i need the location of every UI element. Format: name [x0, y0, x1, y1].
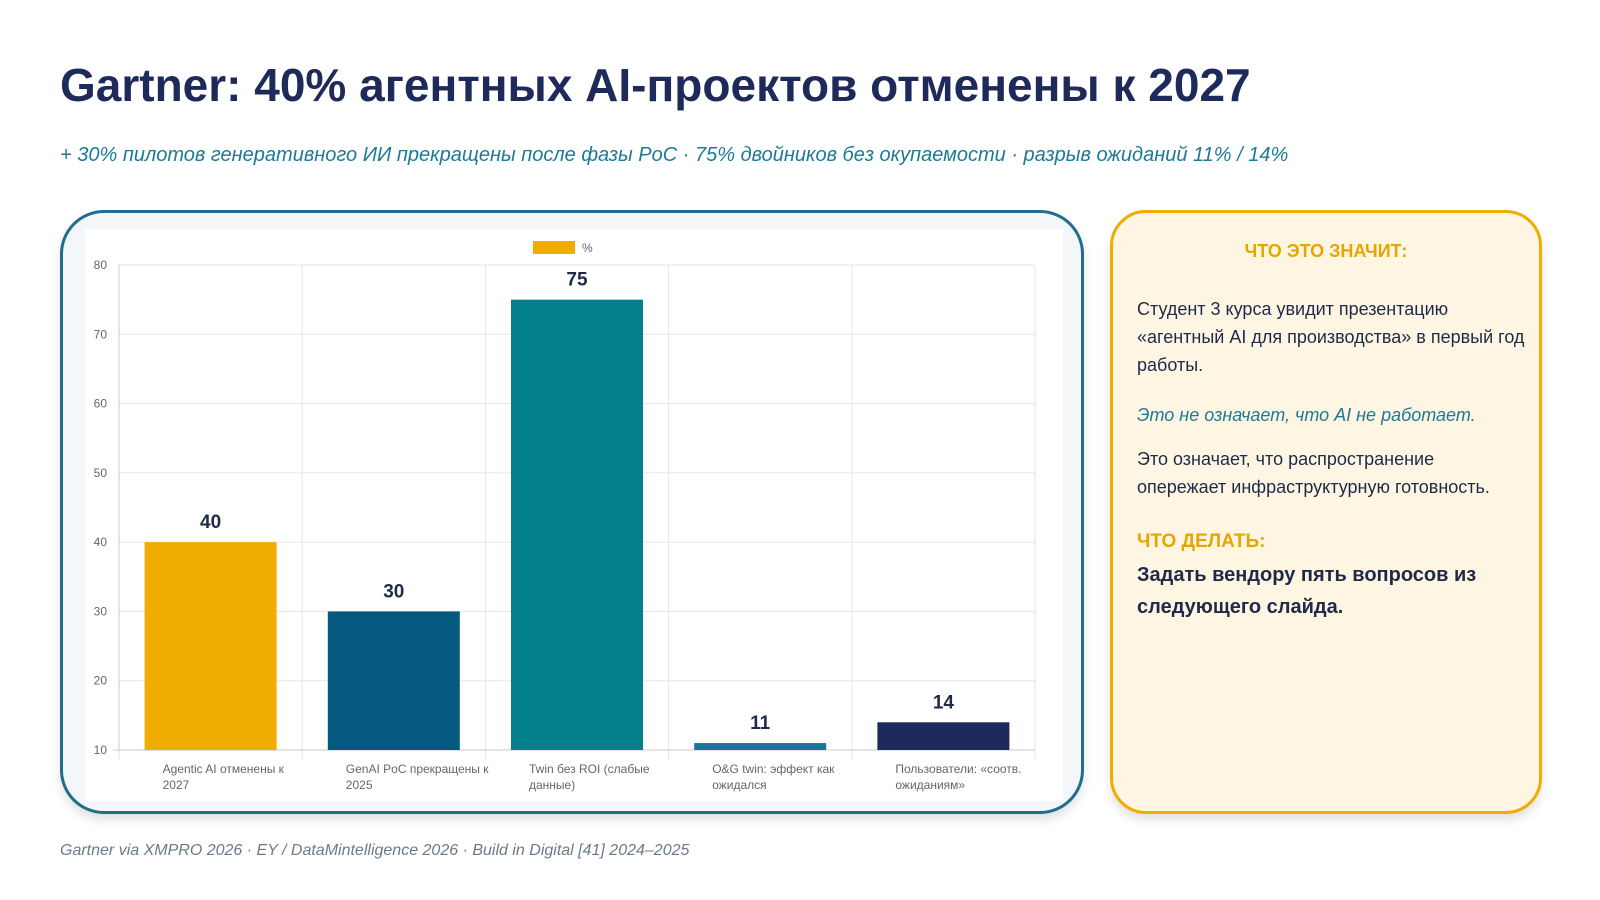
chart-card: 10 20 30 40 50 60 70 80% 40 Agentic AI отменены к…	[60, 210, 1084, 814]
y-tick-label: 40	[94, 535, 108, 549]
info-card: ЧТО ЭТО ЗНАЧИТ: Студент 3 курса увидит п…	[1110, 210, 1542, 814]
todo-heading: ЧТО ДЕЛАТЬ:	[1137, 531, 1266, 552]
y-tick-label: 70	[94, 327, 108, 341]
x-tick-label: Agentic AI отменены к	[163, 762, 285, 776]
y-tick-label: 30	[94, 604, 108, 618]
y-tick-label: 60	[94, 397, 108, 411]
bar-value-label: 30	[383, 581, 404, 602]
chart-area: 10 20 30 40 50 60 70 80% 40 Agentic AI отменены к…	[85, 229, 1063, 801]
bar-value-label: 14	[933, 692, 955, 713]
info-paragraph-3: Это означает, что распространение опереж…	[1137, 449, 1490, 497]
bar	[694, 743, 827, 750]
legend-label: %	[582, 241, 593, 255]
y-tick-label: 80	[94, 258, 108, 272]
info-paragraph-2: Это не означает, что AI не работает.	[1137, 405, 1476, 425]
x-tick-label: 2025	[346, 778, 373, 792]
bar	[877, 722, 1010, 750]
y-tick-label: 10	[94, 743, 108, 757]
x-tick-label: данные)	[529, 778, 575, 792]
x-tick-label: Пользователи: «соотв.	[895, 762, 1021, 776]
x-tick-label: ожидался	[712, 778, 766, 792]
bar-value-label: 40	[200, 512, 221, 533]
x-tick-label: GenAI PoC прекращены к	[346, 762, 489, 776]
info-paragraph-1: Студент 3 курса увидит презентацию «аген…	[1137, 299, 1525, 375]
x-tick-label: ожиданиям»	[895, 778, 965, 792]
bar	[511, 299, 643, 750]
source-footer: Gartner via XMPRO 2026 · EY / DataMintel…	[60, 842, 690, 859]
x-tick-label: 2027	[163, 778, 190, 792]
y-tick-label: 20	[94, 674, 108, 688]
bar-value-label: 11	[750, 713, 771, 734]
bar	[327, 611, 460, 750]
bar-value-label: 75	[566, 270, 588, 291]
y-tick-label: 50	[94, 466, 108, 480]
bar-chart: 10 20 30 40 50 60 70 80% 40 Agentic AI отменены к…	[94, 241, 1036, 792]
x-tick-label: O&G twin: эффект как	[712, 762, 835, 776]
todo-action: Задать вендору пять вопросов из следующе…	[1137, 564, 1477, 618]
slide-subtitle: + 30% пилотов генеративного ИИ прекращен…	[60, 144, 1289, 166]
x-tick-label: Twin без ROI (слабые	[529, 762, 650, 776]
info-heading: ЧТО ЭТО ЗНАЧИТ:	[1244, 241, 1408, 261]
slide-title: Gartner: 40% агентных AI-проектов отмене…	[60, 59, 1251, 111]
legend-swatch	[533, 241, 575, 254]
bar	[144, 542, 277, 750]
